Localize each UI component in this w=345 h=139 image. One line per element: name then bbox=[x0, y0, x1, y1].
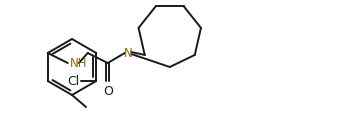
Text: N: N bbox=[124, 47, 132, 59]
Text: NH: NH bbox=[70, 56, 87, 70]
Text: Cl: Cl bbox=[67, 75, 79, 87]
Text: O: O bbox=[103, 85, 113, 98]
